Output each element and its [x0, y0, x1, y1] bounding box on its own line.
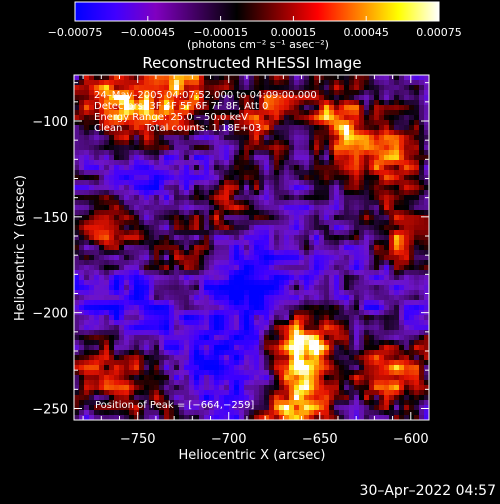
colorbar-units-label: (photons cm⁻² s⁻¹ asec⁻²) — [187, 38, 329, 51]
y-tick-label: −100 — [32, 115, 68, 130]
chart-title: Reconstructed RHESSI Image — [142, 54, 361, 72]
y-tick-label: −200 — [32, 307, 68, 322]
y-axis-label: Heliocentric Y (arcsec) — [13, 175, 28, 321]
annotation-energy-range: Energy Range: 25.0 – 50.0 keV — [94, 112, 248, 123]
footer-timestamp: 30–Apr–2022 04:57 — [360, 483, 496, 499]
x-tick-label: −650 — [302, 432, 338, 447]
colorbar — [75, 2, 439, 21]
annotation-detectors: Detectors: 3F 4F 5F 6F 7F 8F, Att 0 — [94, 101, 268, 112]
annotation-clean: Clean — [94, 123, 122, 134]
x-tick-label: −700 — [211, 432, 247, 447]
annotation-time-range: 24–May–2005 04:07:52.000 to 04:09:00.000 — [94, 90, 317, 101]
y-tick-label: −150 — [32, 211, 68, 226]
annotation-peak-position: Position of Peak = [−664,−259] — [95, 400, 254, 411]
colorbar-tick-label: −0.00075 — [48, 26, 103, 39]
colorbar-tick-label: −0.00045 — [120, 26, 175, 39]
colorbar-tick-label: 0.00045 — [343, 26, 389, 39]
annotation-total-counts: Total counts: 1.18E+03 — [144, 123, 261, 134]
x-tick-label: −750 — [120, 432, 156, 447]
y-tick-label: −250 — [32, 403, 68, 418]
x-axis-label: Heliocentric X (arcsec) — [179, 448, 326, 463]
colorbar-tick-label: 0.00075 — [416, 26, 462, 39]
x-tick-label: −600 — [393, 432, 429, 447]
